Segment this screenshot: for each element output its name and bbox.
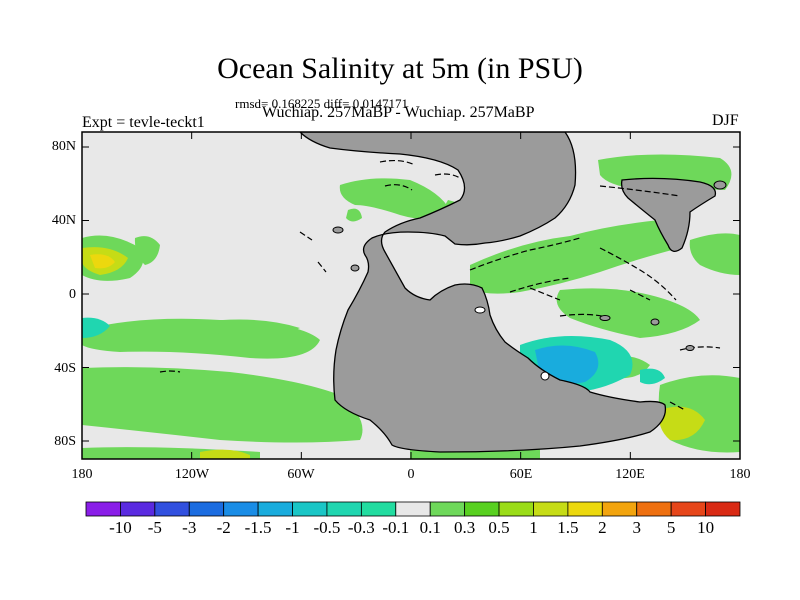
colorbar-swatch [636,501,672,517]
colorbar-label: -2 [216,518,231,537]
small-islands [332,180,727,381]
lon-tick-label: 180 [729,467,751,482]
lon-tick-label: 0 [407,467,415,482]
colorbar-label: 1 [529,518,538,537]
experiment-label: Expt = tevle-teckt1 [82,114,205,131]
colorbar-label: -3 [182,518,197,537]
colorbar-label: -1.5 [244,518,272,537]
lon-tick-label: 60E [509,467,533,482]
pangea-main [299,132,667,453]
colorbar-label: -0.1 [382,518,410,537]
land-masses [299,132,717,453]
colorbar-swatch [360,501,397,517]
colorbar-label: 2 [598,518,607,537]
colorbar-swatch [533,501,569,517]
colorbar-label: 5 [666,518,676,537]
colorbar-swatch [498,501,534,517]
colorbar-swatch [395,501,431,517]
lon-tick-label: 60W [287,467,315,482]
lon-tick-label: 180 [71,467,93,482]
lat-tick-label: 80S [54,434,76,449]
colorbar-label: -0.3 [347,518,375,537]
colorbar-label: -0.5 [313,518,341,537]
colorbar-swatch [120,501,156,517]
colorbar-swatch [223,501,259,517]
colorbar-label: 1.5 [557,518,579,537]
lon-tick-label: 120E [615,467,645,482]
colorbar-swatch [85,501,121,517]
colorbar-label: -5 [147,518,162,537]
lat-tick-label: 40N [51,213,76,228]
lat-tick-label: 80N [51,139,76,154]
colorbar-label: 3 [632,518,641,537]
colorbar-swatch [464,501,500,517]
axis-ticks [81,132,741,459]
cathaysia-block [620,177,717,252]
lat-tick-label: 40S [54,361,76,376]
colorbar-swatch [670,501,706,517]
colorbar-label: 0.1 [419,518,441,537]
colorbar-swatch [601,501,638,517]
colorbar [85,501,741,517]
colorbar-label: -10 [109,518,132,537]
colorbar-label: 0.3 [454,518,476,537]
colorbar-swatch [257,501,293,517]
colorbar-label: -1 [285,518,300,537]
lon-tick-label: 120W [174,467,210,482]
season-label: DJF [712,112,739,129]
comparison-label: Wuchiap. 257MaBP - Wuchiap. 257MaBP [262,104,535,121]
colorbar-swatch [154,501,190,517]
colorbar-swatch [188,501,225,517]
colorbar-swatch [292,501,328,517]
rmsd-stats: rmsd= 0.168225 diff= 0.0147171 [235,96,408,111]
colorbar-swatch [705,501,741,517]
map-title: Ocean Salinity at 5m (in PSU) [217,52,583,85]
lat-tick-label: 0 [69,287,76,302]
coastline-fragments [159,159,721,411]
colorbar-label: 0.5 [488,518,510,537]
colorbar-swatch [567,501,603,517]
colorbar-label: 10 [697,518,715,537]
colorbar-swatch [429,501,466,517]
colorbar-swatch [326,501,362,517]
